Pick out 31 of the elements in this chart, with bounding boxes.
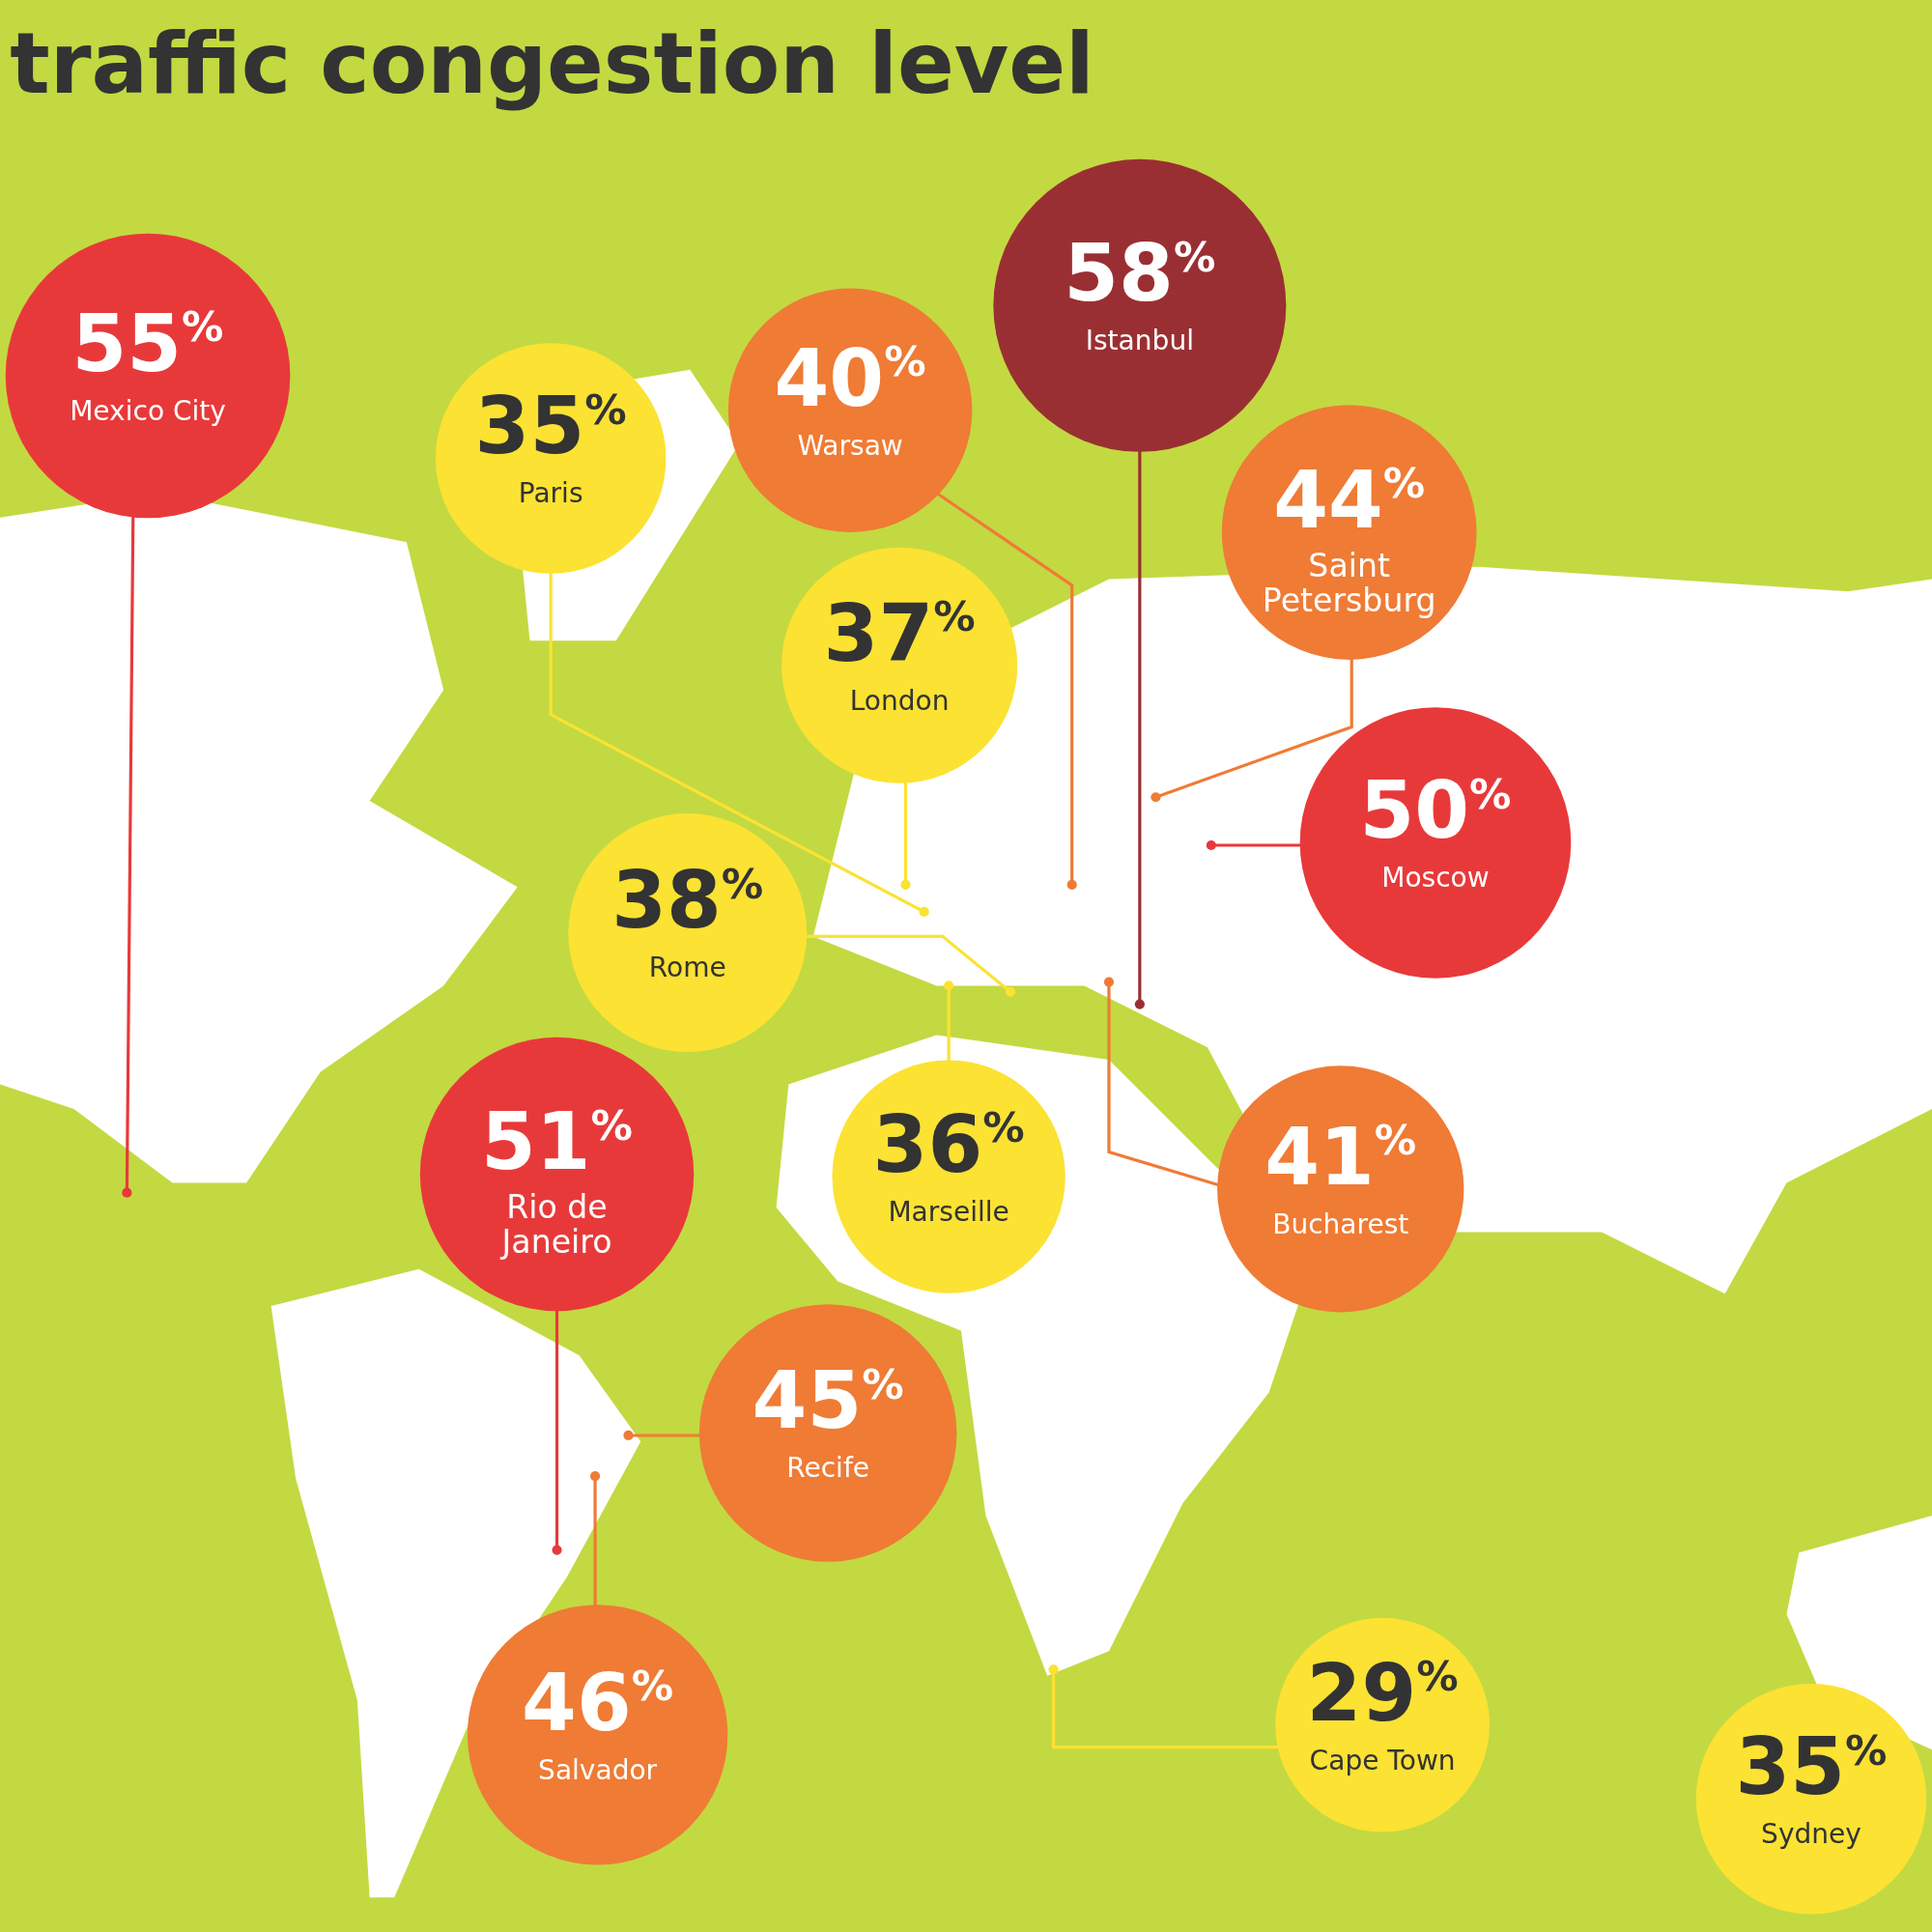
category-label: Sydney — [1761, 1818, 1861, 1851]
data-label: 58$^{%}$ — [1064, 227, 1216, 320]
data-label: 41$^{%}$ — [1264, 1110, 1417, 1203]
category-label: Istanbul — [1085, 325, 1194, 357]
data-label: 46$^{%}$ — [522, 1656, 674, 1748]
data-label: 45$^{%}$ — [752, 1354, 904, 1447]
data-label: 55$^{%}$ — [71, 297, 224, 389]
category-label: Rio de Janeiro — [499, 1188, 612, 1262]
category-label: Salvador — [538, 1753, 658, 1786]
data-label: 38$^{%}$ — [611, 854, 764, 947]
category-label: Warsaw — [797, 429, 903, 462]
data-label: 35$^{%}$ — [1735, 1720, 1888, 1813]
category-label: Mexico City — [70, 394, 226, 427]
category-label: Paris — [518, 477, 583, 510]
category-label: Moscow — [1381, 862, 1490, 895]
category-label: Cape Town — [1309, 1744, 1456, 1776]
category-label: London — [849, 684, 950, 717]
category-label: Marseille — [888, 1196, 1009, 1229]
data-label: 40$^{%}$ — [774, 331, 926, 424]
data-label: 37$^{%}$ — [823, 586, 976, 679]
text: traffic congestion level — [10, 14, 1094, 112]
data-label: 36$^{%}$ — [872, 1098, 1025, 1191]
data-label: 35$^{%}$ — [474, 380, 627, 472]
data-label: 29$^{%}$ — [1306, 1646, 1459, 1739]
data-label: 44$^{%}$ — [1273, 453, 1426, 546]
category-label: Saint Petersburg — [1262, 546, 1436, 619]
data-label: 51$^{%}$ — [481, 1095, 634, 1188]
category-label: Rome — [648, 952, 726, 984]
category-label: Recife — [786, 1452, 870, 1485]
data-label: 50$^{%}$ — [1359, 764, 1512, 857]
category-label: Bucharest — [1272, 1208, 1409, 1240]
